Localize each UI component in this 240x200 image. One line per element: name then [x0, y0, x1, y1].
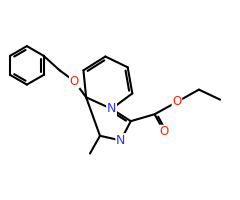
Text: N: N	[107, 102, 116, 115]
Text: O: O	[70, 75, 79, 88]
Text: O: O	[172, 95, 182, 108]
Text: O: O	[160, 125, 169, 138]
Text: O: O	[70, 75, 79, 88]
Text: N: N	[116, 134, 126, 147]
